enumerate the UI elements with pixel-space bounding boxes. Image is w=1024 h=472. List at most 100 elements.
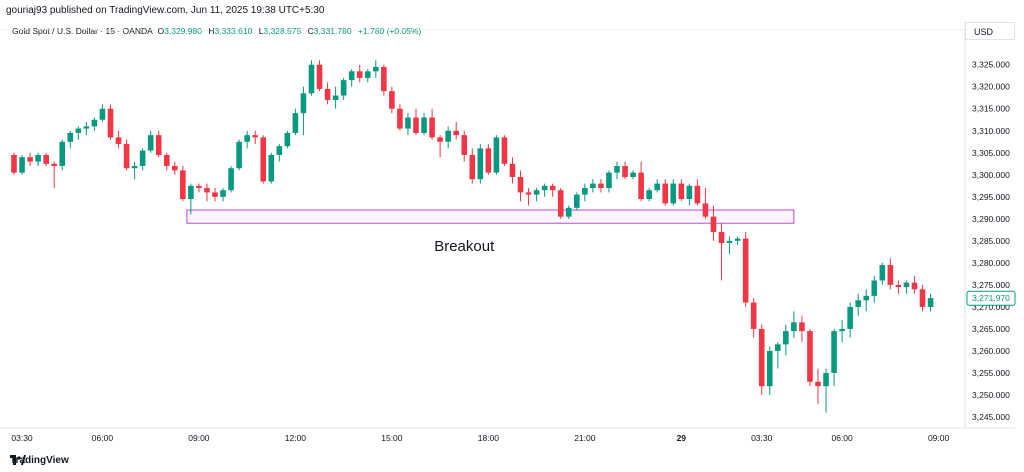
candle-body: [51, 163, 57, 166]
candle: [445, 126, 451, 149]
candle-body: [276, 146, 283, 155]
candle: [839, 320, 845, 343]
candle: [654, 179, 660, 193]
candle: [252, 130, 258, 144]
y-tick-label: 3,300.000: [972, 170, 1010, 180]
y-tick-label: 3,255.000: [972, 368, 1010, 378]
candle-body: [397, 108, 403, 129]
candle-body: [180, 170, 186, 200]
candle: [670, 179, 677, 206]
candle-body: [678, 183, 685, 200]
candle-body: [324, 88, 331, 100]
candle: [750, 298, 757, 338]
candle-body: [19, 157, 25, 173]
candle-body: [236, 141, 242, 169]
breakout-zone-rect[interactable]: [186, 209, 795, 224]
candle-body: [172, 165, 178, 171]
y-tick-label: 3,275.000: [972, 280, 1010, 290]
candle-body: [557, 190, 564, 217]
candle-body: [839, 328, 845, 332]
candle-body: [606, 172, 612, 189]
candle-body: [525, 192, 532, 195]
y-tick-label: 3,295.000: [972, 192, 1010, 202]
candle-body: [654, 183, 660, 191]
candle: [501, 135, 508, 166]
y-tick-label: 3,310.000: [972, 126, 1010, 136]
candle: [35, 152, 41, 166]
candle: [196, 183, 202, 193]
candle: [91, 117, 98, 131]
candle: [742, 232, 749, 307]
candle-body: [413, 117, 419, 133]
candle: [83, 121, 90, 136]
candle-body: [807, 331, 813, 382]
ohlc-high-value: 3,333.610: [214, 26, 253, 36]
candle: [332, 86, 339, 109]
candle-body: [260, 137, 267, 182]
candle: [549, 183, 556, 197]
candle: [19, 154, 25, 175]
candle-body: [533, 190, 540, 195]
candle: [791, 311, 797, 338]
candle: [565, 205, 572, 219]
candle-body: [252, 135, 258, 138]
candle-body: [43, 154, 49, 164]
candle-body: [268, 154, 275, 182]
candle-body: [35, 154, 41, 162]
candle: [622, 161, 628, 180]
candle: [557, 188, 564, 219]
candle: [734, 236, 741, 246]
candle-body: [815, 381, 821, 387]
candle: [469, 148, 476, 184]
candle-body: [766, 350, 773, 387]
x-tick-label: 21:00: [574, 433, 596, 443]
candle: [172, 161, 178, 175]
candle-body: [662, 183, 669, 204]
candle-body: [895, 284, 902, 288]
candle-body: [469, 154, 476, 180]
candle-body: [646, 190, 652, 200]
candle-body: [212, 192, 218, 197]
y-tick-label: 3,290.000: [972, 214, 1010, 224]
candle: [244, 130, 250, 149]
candle-body: [284, 132, 291, 147]
candle-body: [308, 64, 315, 94]
x-tick-label: 03:30: [11, 433, 33, 443]
candle: [188, 183, 194, 215]
candle: [694, 179, 701, 206]
candle-body: [718, 232, 725, 244]
candle: [397, 104, 403, 131]
footer-brand: TradingView: [10, 455, 69, 466]
y-tick-label: 3,325.000: [972, 60, 1010, 70]
candle: [43, 152, 49, 166]
y-tick-label: 3,285.000: [972, 236, 1010, 246]
candle-body: [75, 128, 82, 133]
candle: [284, 130, 291, 149]
candle-body: [517, 177, 524, 193]
candle: [879, 262, 886, 285]
candle-body: [799, 322, 805, 332]
candle-body: [421, 117, 427, 133]
candle: [606, 170, 612, 193]
candle-body: [91, 119, 98, 127]
x-tick-label: 18:00: [478, 433, 500, 443]
candle-body: [694, 185, 701, 204]
y-tick-label: 3,270.000: [972, 302, 1010, 312]
candle-body: [389, 91, 395, 109]
candle: [525, 188, 532, 206]
candle-body: [686, 185, 693, 200]
candle-body: [155, 135, 162, 155]
candle: [59, 139, 66, 171]
candle: [903, 280, 910, 294]
candle-body: [710, 216, 717, 233]
candle: [421, 113, 427, 136]
candle-body: [783, 331, 789, 345]
candle-body: [541, 185, 548, 191]
candle: [139, 148, 146, 171]
candle-body: [791, 322, 797, 332]
candle: [766, 346, 773, 395]
candle: [123, 139, 130, 171]
candle-body: [107, 108, 114, 138]
candle-body: [147, 135, 154, 151]
